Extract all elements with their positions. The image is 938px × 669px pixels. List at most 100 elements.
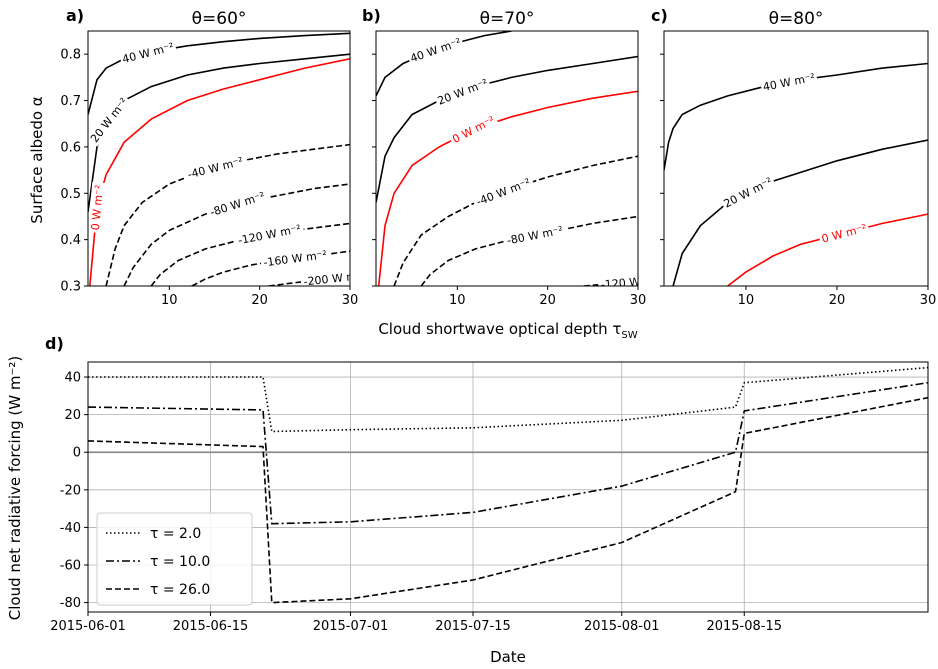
x-tick-label: 20 <box>539 293 556 308</box>
y-tick-label: 0.5 <box>60 187 81 202</box>
contour-label-text: 20 W m⁻² <box>722 175 775 211</box>
contour-label: 20 W m⁻² <box>719 173 777 212</box>
panel-c-title: θ=80° <box>769 9 824 29</box>
contour-label-text: -80 W m⁻² <box>506 224 564 248</box>
contour-label-text: 20 W m⁻² <box>88 95 131 145</box>
y-tick-label: 20 <box>64 408 81 423</box>
panel-a-yticks: 0.3 0.4 0.5 0.6 0.7 0.8 <box>60 48 88 295</box>
contour-label-bg <box>597 271 638 286</box>
panel-c: c) θ=80° 10 20 30 40 W m⁻² 20 W m⁻² 0 W m⁻² <box>651 6 936 308</box>
panel-b-xticks: 10 20 30 <box>449 286 646 308</box>
contour-label-bg <box>471 173 535 210</box>
contour-label-text: 40 W m⁻² <box>121 40 175 66</box>
contour-label: 20 W m⁻² <box>88 93 132 147</box>
panel-d-label: d) <box>45 334 64 353</box>
y-tick-label: 40 <box>64 371 81 386</box>
panel-c-xticks: 10 20 30 <box>738 286 937 308</box>
panel-a-label: a) <box>66 6 84 25</box>
y-tick-label: 0.7 <box>60 94 81 109</box>
x-tick-label: 30 <box>920 293 937 308</box>
contour-label: -40 W m⁻² <box>183 153 248 183</box>
contour-label: 0 W m⁻² <box>817 220 871 247</box>
panel-d-xlabel: Date <box>490 648 526 666</box>
x-tick-label: 30 <box>630 293 647 308</box>
panel-b-frame <box>375 30 639 287</box>
contour-label-bg <box>817 220 871 247</box>
contour-label: 20 W m⁻² <box>433 74 492 109</box>
contour-label-bg <box>300 267 350 286</box>
contour-label-text: -160 W m⁻² <box>263 248 328 269</box>
panel-d-xticks: 2015-06-01 2015-06-15 2015-07-01 2015-07-15… <box>50 612 782 634</box>
x-tick-label: 10 <box>161 293 178 308</box>
contour-line <box>727 213 928 286</box>
x-tick-label: 2015-06-15 <box>173 619 249 634</box>
panel-b-title: θ=70° <box>480 9 535 29</box>
contour-line <box>150 222 350 286</box>
contour-line <box>123 183 350 286</box>
shared-xlabel: Cloud shortwave optical depth τSW <box>378 320 637 341</box>
contour-label: 0 W m⁻² <box>88 181 107 234</box>
x-tick-label: 2015-08-15 <box>706 619 782 634</box>
contour-label: 0 W m⁻² <box>447 111 499 148</box>
contour-label-bg <box>118 38 178 67</box>
contour-label-text: 20 W m⁻² <box>436 76 490 107</box>
contour-label: 40 W m⁻² <box>759 69 818 95</box>
y-tick-label: 0.6 <box>60 140 81 155</box>
contour-line <box>88 53 350 212</box>
panel-a: a) θ=60° Surface albedo α 0.30.40.50.60.… <box>28 6 358 308</box>
series-line <box>88 396 928 604</box>
contour-label-bg <box>205 187 270 221</box>
x-tick-label: 2015-07-15 <box>435 619 511 634</box>
y-tick-label: 0 <box>73 446 81 461</box>
contour-label-bg <box>447 111 499 148</box>
panel-a-title: θ=60° <box>192 9 247 29</box>
panel-b: b) θ=70° 10 20 30 40 W m⁻² 20 W m⁻² 0 W m⁻² -… <box>362 6 646 308</box>
y-tick-label: -60 <box>60 559 81 574</box>
y-tick-label: 0.4 <box>60 233 81 248</box>
panel-d-frame <box>87 361 929 613</box>
contour-line <box>664 62 928 171</box>
x-tick-label: 30 <box>342 293 359 308</box>
panel-a-xticks: 10 20 30 <box>161 286 358 308</box>
contour-label-text: -40 W m⁻² <box>475 176 533 209</box>
panel-b-label: b) <box>362 6 381 25</box>
contour-label: -80 W m⁻² <box>502 222 568 248</box>
contour-label-bg <box>502 222 568 248</box>
panel-d-ylabel: Cloud net radiative forcing (W m⁻²) <box>6 356 24 621</box>
y-tick-label: -20 <box>60 483 81 498</box>
y-tick-label: -80 <box>60 596 81 611</box>
panel-d: d) -80 -60 -40 -20 0 20 40 2015-06-01 2015-06-1… <box>6 334 929 666</box>
contour-label-bg <box>88 181 107 234</box>
contour-line <box>376 55 638 203</box>
x-tick-label: 2015-06-01 <box>50 619 126 634</box>
contour-line <box>393 155 638 286</box>
x-tick-label: 2015-08-01 <box>584 619 660 634</box>
shared-xlabel-sub: SW <box>621 330 637 341</box>
contour-label-text: 0 W m⁻² <box>89 184 106 231</box>
contour-line <box>420 215 638 286</box>
legend-label: τ = 10.0 <box>150 554 210 570</box>
x-tick-label: 20 <box>251 293 268 308</box>
panel-c-label: c) <box>651 6 668 25</box>
contour-label-text: 40 W m⁻² <box>762 71 816 94</box>
contour-label: 40 W m⁻² <box>118 38 178 67</box>
contour-label-text: -40 W m⁻² <box>186 155 244 182</box>
contour-label-bg <box>234 220 305 248</box>
panel-b-contours: 40 W m⁻² 20 W m⁻² 0 W m⁻² -40 W m⁻² -80 W m⁻… <box>376 31 638 286</box>
contour-label-text: 0 W m⁻² <box>820 222 868 246</box>
legend-box <box>96 512 253 606</box>
contour-label-text: -120 W m⁻² <box>237 222 302 247</box>
panel-d-series <box>88 366 928 604</box>
x-tick-label: 20 <box>829 293 846 308</box>
series-line <box>88 366 928 433</box>
x-tick-label: 2015-07-01 <box>313 619 389 634</box>
contour-label-bg <box>183 153 248 183</box>
contour-label: -160 W m⁻² <box>259 246 331 270</box>
y-tick-label: -40 <box>60 521 81 536</box>
panel-c-frame <box>663 30 929 287</box>
contour-label: -120 W m⁻² <box>234 220 305 248</box>
panel-d-legend: τ = 2.0 τ = 10.0 τ = 26.0 <box>96 512 253 606</box>
contour-label-text: 0 W m⁻² <box>450 114 497 147</box>
contour-label-bg <box>259 246 331 270</box>
